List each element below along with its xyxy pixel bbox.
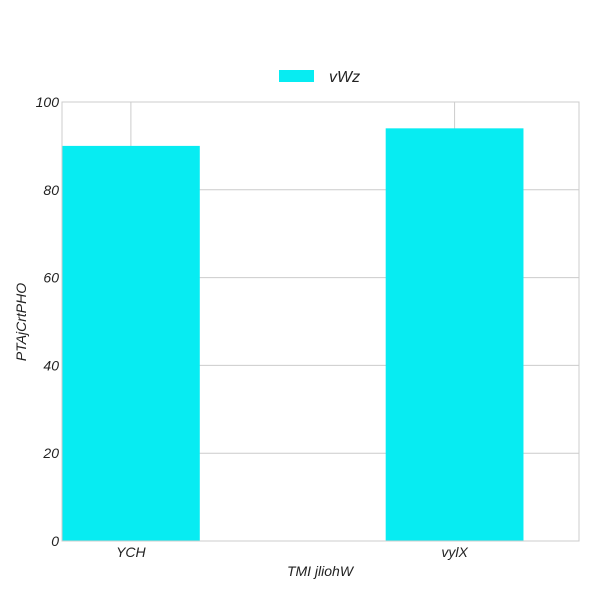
x-tick-label: vylX [441, 544, 468, 560]
y-tick-label: 20 [42, 445, 59, 461]
y-tick-labels: 0 20 40 60 80 100 [36, 94, 60, 549]
y-tick-label: 80 [43, 182, 59, 198]
y-tick-label: 60 [43, 270, 59, 286]
legend: vWz [279, 69, 360, 86]
y-axis-label: PTAjCrtPHO [13, 283, 29, 361]
plot-frame [61, 101, 580, 542]
y-tick-label: 100 [36, 94, 60, 110]
legend-label: vWz [329, 69, 360, 86]
y-tick-label: 40 [43, 357, 59, 373]
y-tick-label: 0 [51, 533, 59, 549]
bar-YCH [62, 145, 200, 541]
x-tick-labels: YCH vylX [116, 544, 468, 560]
legend-swatch [279, 70, 314, 82]
bar-vylX [385, 128, 524, 541]
bars [62, 128, 524, 541]
x-tick-label: YCH [116, 544, 146, 560]
x-axis-label: TMI jliohW [287, 563, 355, 579]
